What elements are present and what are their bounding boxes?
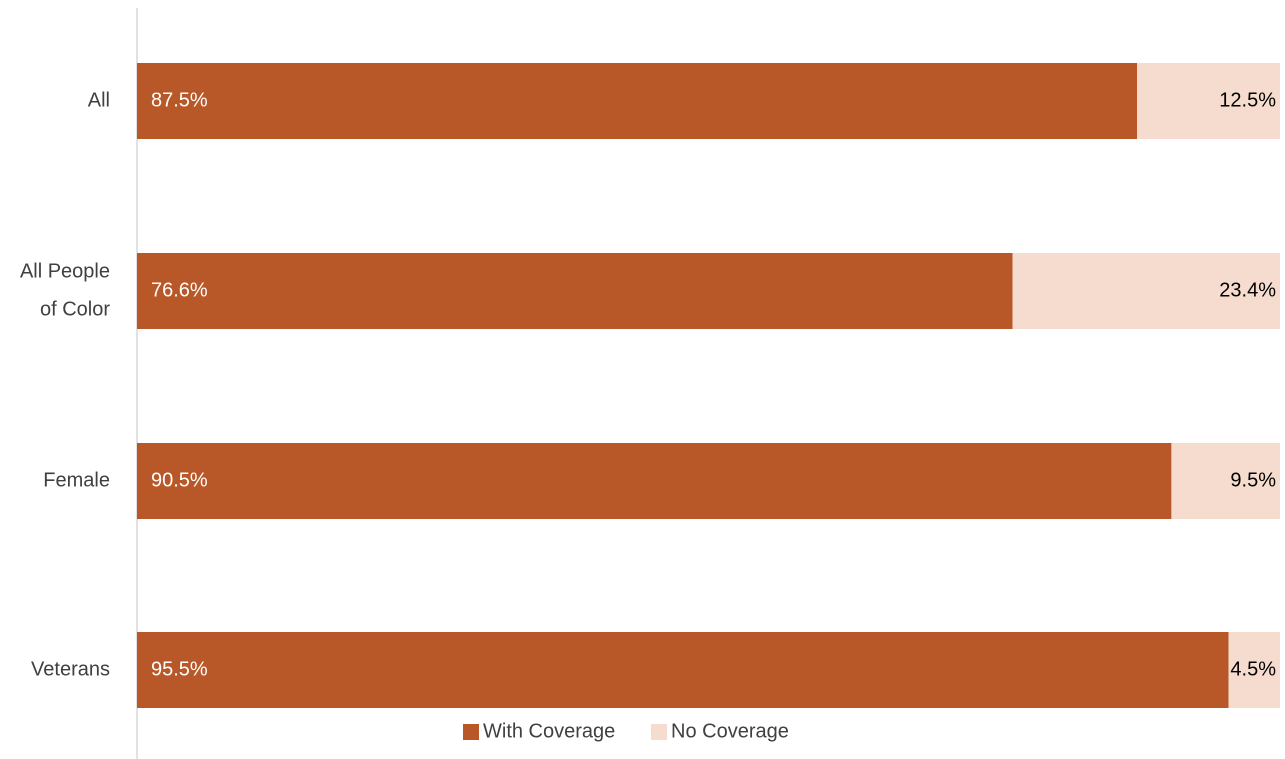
legend-with-coverage-label: With Coverage (483, 720, 615, 742)
data-label-with-coverage: 90.5% (151, 469, 208, 491)
category-label: Female (43, 469, 110, 491)
bar-no-coverage (1228, 632, 1280, 708)
bar-with-coverage (137, 253, 1013, 329)
data-label-no-coverage: 12.5% (1219, 89, 1276, 111)
data-label-with-coverage: 76.6% (151, 279, 208, 301)
bar-with-coverage (137, 63, 1138, 139)
data-label-no-coverage: 9.5% (1230, 469, 1276, 491)
data-label-no-coverage: 4.5% (1230, 658, 1276, 680)
bar-no-coverage (1171, 443, 1280, 519)
category-label: All People (20, 260, 110, 282)
category-label: Veterans (31, 658, 110, 680)
bar-no-coverage (1012, 253, 1280, 329)
category-label: All (88, 89, 110, 111)
data-label-with-coverage: 95.5% (151, 658, 208, 680)
legend-no-coverage-label: No Coverage (671, 720, 789, 742)
legend-no-coverage-swatch (651, 724, 667, 740)
bar-with-coverage (137, 443, 1172, 519)
bar-with-coverage (137, 632, 1229, 708)
data-label-with-coverage: 87.5% (151, 89, 208, 111)
bar-no-coverage (1137, 63, 1280, 139)
legend-with-coverage-swatch (463, 724, 479, 740)
data-label-no-coverage: 23.4% (1219, 279, 1276, 301)
category-label: of Color (40, 298, 110, 320)
